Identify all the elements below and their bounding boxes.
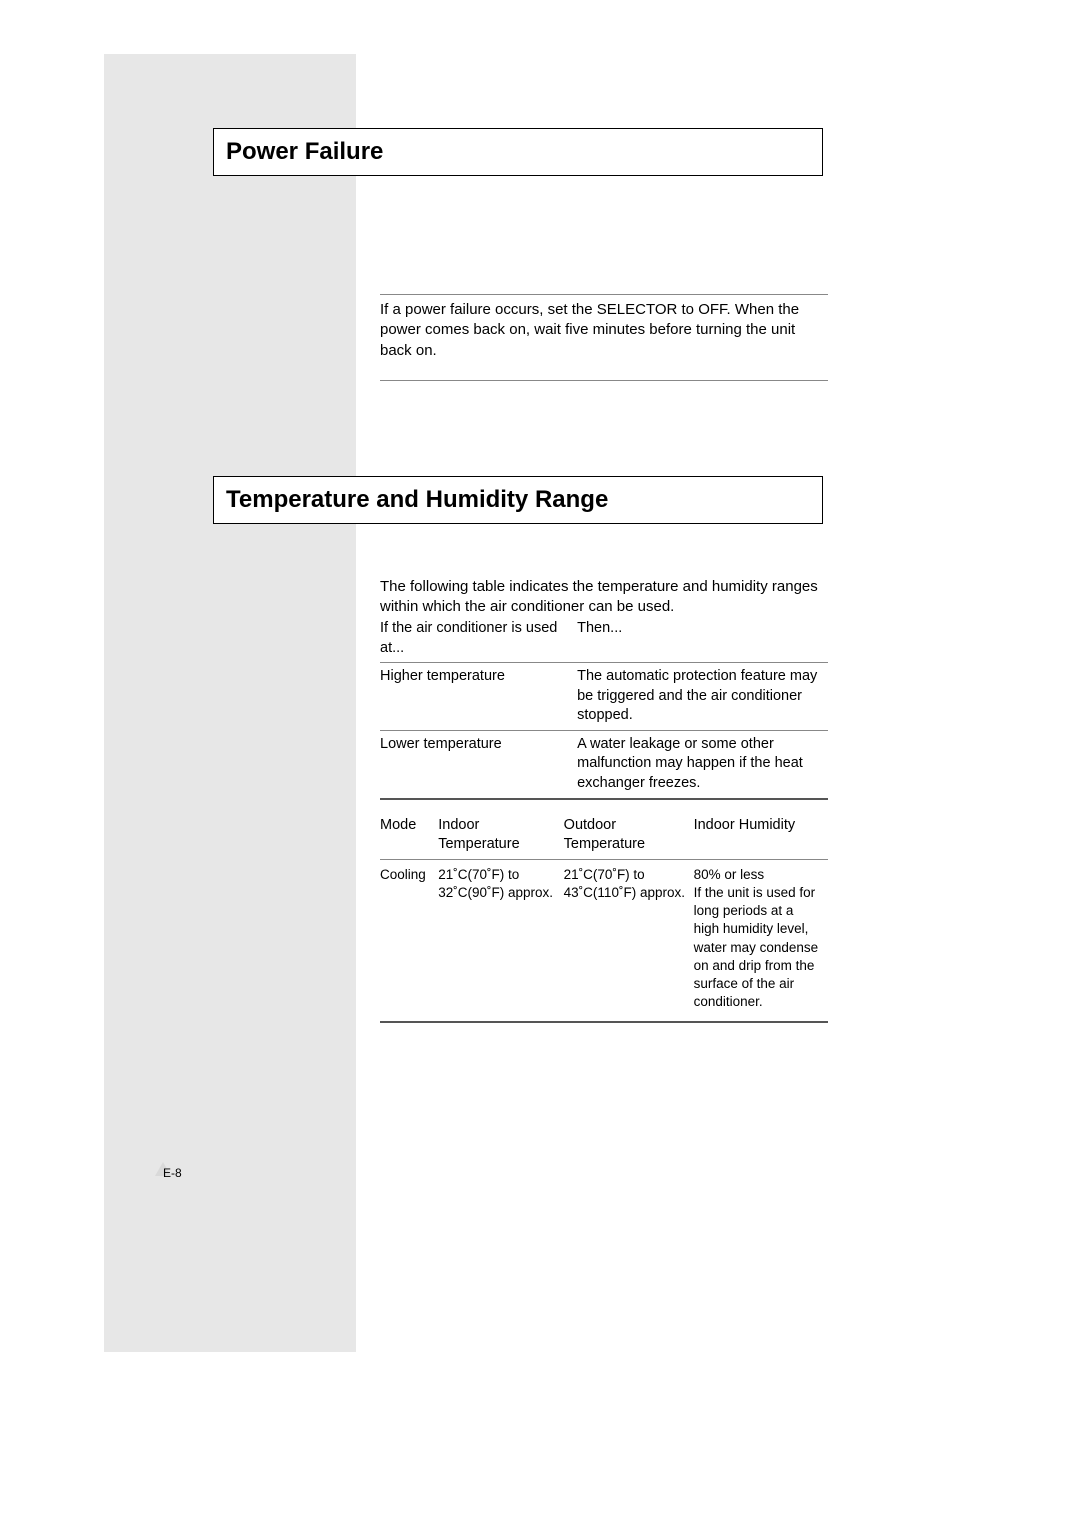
cell: 21˚C(70˚F) to 32˚C(90˚F) approx. bbox=[438, 859, 563, 1022]
rule bbox=[380, 380, 828, 381]
table-row: Lower temperature A water leakage or som… bbox=[380, 730, 828, 798]
cell: 21˚C(70˚F) to 43˚C(110˚F) approx. bbox=[564, 859, 694, 1022]
table1-header-col2: Then... bbox=[577, 615, 828, 663]
table2-header-indoor-temp: Indoor Temperature bbox=[438, 806, 563, 860]
table1-wrapper: If the air conditioner is used at... The… bbox=[380, 615, 828, 1023]
heading-text: Power Failure bbox=[226, 138, 810, 166]
table2-header-outdoor-temp: Outdoor Temperature bbox=[564, 806, 694, 860]
table-ranges: Mode Indoor Temperature Outdoor Temperat… bbox=[380, 806, 828, 1024]
heading-temp-humidity: Temperature and Humidity Range bbox=[213, 476, 823, 524]
heading-power-failure: Power Failure bbox=[213, 128, 823, 176]
section2-intro: The following table indicates the temper… bbox=[380, 577, 828, 618]
cell: A water leakage or some other malfunctio… bbox=[577, 730, 828, 798]
cell: The automatic protection feature may be … bbox=[577, 663, 828, 731]
table1-header-col1: If the air conditioner is used at... bbox=[380, 615, 577, 663]
section1-body: If a power failure occurs, set the SELEC… bbox=[380, 300, 828, 361]
page-number: E-8 bbox=[163, 1166, 182, 1180]
rule bbox=[380, 294, 828, 295]
table2-header-mode: Mode bbox=[380, 806, 438, 860]
cell: Cooling bbox=[380, 859, 438, 1022]
table-row: Higher temperature The automatic protect… bbox=[380, 663, 828, 731]
cell: 80% or less If the unit is used for long… bbox=[694, 859, 828, 1022]
table-row: Cooling 21˚C(70˚F) to 32˚C(90˚F) approx.… bbox=[380, 859, 828, 1022]
cell: Lower temperature bbox=[380, 730, 577, 798]
table-conditions: If the air conditioner is used at... The… bbox=[380, 615, 828, 800]
table2-header-indoor-humidity: Indoor Humidity bbox=[694, 806, 828, 860]
heading-text: Temperature and Humidity Range bbox=[226, 486, 810, 514]
sidebar-column bbox=[104, 54, 356, 1352]
cell: Higher temperature bbox=[380, 663, 577, 731]
